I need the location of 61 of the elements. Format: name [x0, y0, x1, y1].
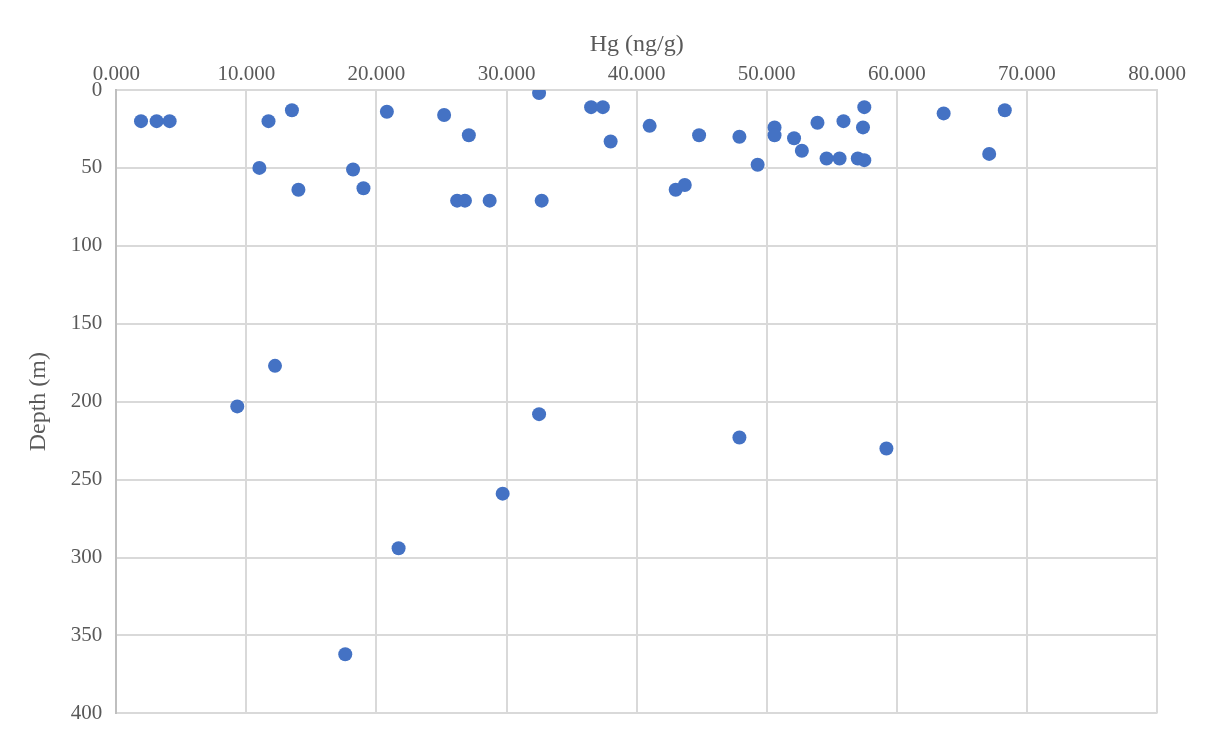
- point: [584, 100, 599, 115]
- y-tick-label: 200: [70, 388, 103, 413]
- point: [857, 100, 872, 115]
- y-tick-label: 350: [70, 621, 103, 646]
- y-axis-title: Depth (m): [23, 352, 50, 452]
- point: [534, 193, 549, 208]
- point: [857, 153, 872, 168]
- point: [379, 104, 394, 119]
- x-tick-label: 80.000: [1128, 60, 1186, 85]
- point: [832, 151, 847, 166]
- x-tick-label: 10.000: [217, 60, 276, 85]
- point: [532, 407, 547, 422]
- point: [794, 143, 809, 158]
- point: [642, 118, 657, 133]
- point: [603, 134, 618, 149]
- x-tick-label: 60.000: [867, 60, 926, 85]
- point: [997, 103, 1012, 118]
- point: [879, 441, 894, 456]
- x-tick-label: 40.000: [607, 60, 666, 85]
- y-tick-label: 100: [70, 232, 103, 257]
- point: [677, 178, 692, 193]
- point: [836, 114, 851, 129]
- point: [750, 157, 765, 172]
- point: [732, 129, 747, 144]
- point: [810, 115, 825, 130]
- y-tick-label: 150: [70, 310, 103, 335]
- point: [982, 146, 997, 161]
- point: [391, 541, 406, 556]
- point: [692, 128, 707, 143]
- point: [338, 647, 353, 662]
- x-tick-label: 20.000: [347, 60, 406, 85]
- point: [767, 128, 782, 143]
- point: [268, 358, 283, 373]
- point: [856, 120, 870, 135]
- y-tick-label: 400: [70, 699, 103, 724]
- point: [356, 181, 371, 196]
- point: [346, 162, 361, 177]
- point: [461, 128, 476, 143]
- x-tick-label: 30.000: [477, 60, 536, 85]
- x-tick-label: 70.000: [998, 60, 1056, 85]
- point: [134, 114, 149, 129]
- point: [495, 486, 510, 501]
- x-tick-label: 50.000: [737, 60, 796, 85]
- y-tick-label: 300: [70, 544, 103, 569]
- point: [261, 114, 276, 129]
- point: [936, 106, 951, 121]
- point: [149, 114, 164, 129]
- point: [595, 100, 610, 115]
- x-axis-title: Hg (ng/g): [589, 29, 684, 56]
- point: [252, 160, 267, 175]
- point: [732, 430, 747, 445]
- point: [437, 107, 452, 122]
- point: [162, 114, 177, 129]
- point: [819, 151, 834, 166]
- y-tick-label: 250: [70, 466, 103, 491]
- point: [787, 131, 802, 146]
- point: [482, 193, 497, 208]
- point: [230, 399, 245, 414]
- point: [291, 182, 306, 197]
- y-tick-label: 50: [81, 154, 103, 179]
- point: [284, 103, 299, 118]
